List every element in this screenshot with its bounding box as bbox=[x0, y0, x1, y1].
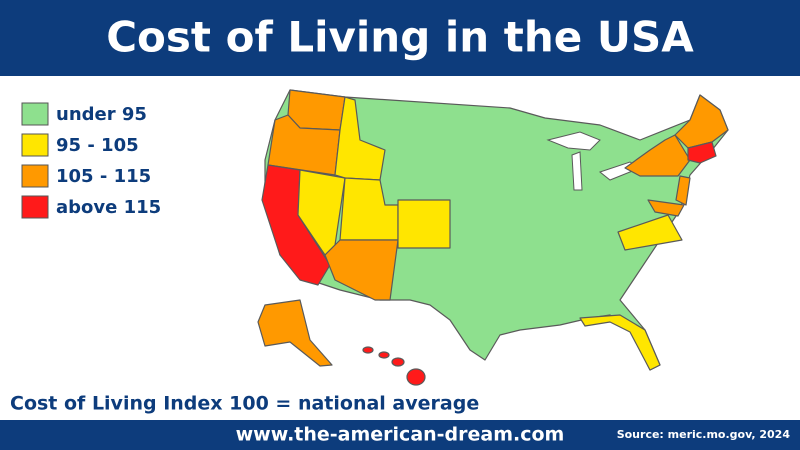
legend-swatch bbox=[21, 133, 49, 157]
virginia bbox=[617, 214, 683, 251]
maryland bbox=[647, 199, 685, 217]
footer-bar bbox=[0, 420, 800, 450]
new-york bbox=[624, 134, 691, 177]
header-bar bbox=[0, 0, 800, 76]
legend-label: 95 - 105 bbox=[56, 135, 139, 156]
legend-label: above 115 bbox=[56, 197, 161, 218]
hawaii-island bbox=[362, 346, 374, 354]
legend-swatch bbox=[21, 102, 49, 126]
hawaii-island bbox=[378, 351, 390, 359]
us-map bbox=[257, 89, 729, 386]
arizona bbox=[324, 239, 399, 301]
great-lakes bbox=[571, 151, 583, 191]
colorado bbox=[397, 199, 451, 249]
url: www.the-american-dream.com bbox=[236, 424, 565, 446]
legend-label: under 95 bbox=[56, 104, 147, 125]
note: Cost of Living Index 100 = national aver… bbox=[10, 393, 479, 415]
florida bbox=[579, 314, 661, 371]
massachusetts bbox=[687, 141, 717, 164]
legend: under 95 95 - 105 105 - 115 above 115 bbox=[21, 102, 161, 219]
legend-swatch bbox=[21, 195, 49, 219]
legend-swatch bbox=[21, 164, 49, 188]
title: Cost of Living in the USA bbox=[106, 13, 694, 62]
alaska bbox=[257, 299, 333, 367]
source: Source: meric.mo.gov, 2024 bbox=[617, 428, 791, 441]
hawaii-island bbox=[406, 368, 426, 386]
new-jersey bbox=[675, 175, 691, 206]
legend-label: 105 - 115 bbox=[56, 166, 151, 187]
hawaii-island bbox=[391, 357, 405, 367]
hawaii bbox=[362, 346, 426, 386]
great-lakes bbox=[546, 131, 601, 151]
